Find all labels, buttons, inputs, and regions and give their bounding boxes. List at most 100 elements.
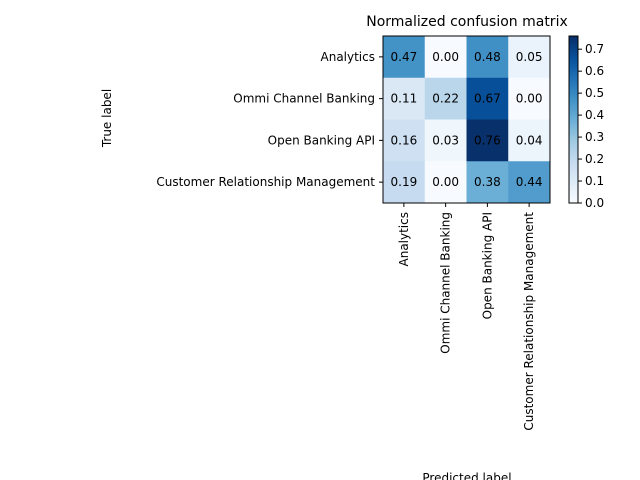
cell-value-label: 0.38 <box>474 175 501 189</box>
colorbar-band <box>569 144 578 148</box>
colorbar-tick-label: 0.4 <box>585 108 604 122</box>
colorbar-band <box>569 100 578 104</box>
heatmap-cell <box>466 77 509 120</box>
heatmap-cell <box>383 77 426 120</box>
colorbar-band <box>569 148 578 152</box>
colorbar-tick-label: 0.0 <box>585 196 604 210</box>
chart-title: Normalized confusion matrix <box>366 14 568 30</box>
heatmap-frame <box>382 35 551 204</box>
colorbar-band <box>569 173 578 177</box>
heatmap-cell <box>383 119 426 162</box>
x-axis-label: Predicted label <box>422 471 511 480</box>
cell-value-label: 0.11 <box>391 92 418 106</box>
cell-value-label: 0.76 <box>474 133 501 147</box>
y-axis-label: True label <box>100 89 114 148</box>
column-tick-label: Open Banking API <box>480 212 494 319</box>
colorbar-band <box>569 61 578 64</box>
colorbar-band <box>569 186 578 189</box>
colorbar-band <box>569 42 578 45</box>
colorbar-band <box>569 165 578 169</box>
heatmap-cell <box>466 119 509 162</box>
colorbar-tick-label: 0.6 <box>585 64 604 78</box>
cell-value-label: 0.22 <box>432 92 459 106</box>
colorbar-band <box>569 54 578 58</box>
colorbar-tick-label: 0.3 <box>585 130 604 144</box>
column-tick-labels: Analytics Ommi Channel Banking Open Bankin… <box>397 203 536 431</box>
colorbar-band <box>569 123 578 127</box>
colorbar-band <box>569 142 578 146</box>
colorbar-band <box>569 146 578 150</box>
heatmap-cell <box>424 77 467 120</box>
colorbar-band <box>569 163 578 167</box>
colorbar-tick-label: 0.7 <box>585 42 604 56</box>
colorbar-band <box>569 111 578 114</box>
colorbar-band <box>569 161 578 164</box>
cell-value-label: 0.48 <box>474 50 501 64</box>
heatmap-cell <box>466 36 509 79</box>
heatmap-cell <box>508 77 551 120</box>
cell-value-label: 0.00 <box>432 175 459 189</box>
colorbar-band <box>569 196 578 200</box>
cell-value-label: 0.00 <box>432 50 459 64</box>
colorbar-band <box>569 84 578 87</box>
colorbar-band <box>569 175 578 179</box>
colorbar-band <box>569 127 578 131</box>
cell-value-label: 0.67 <box>474 92 501 106</box>
cell-value-label: 0.05 <box>516 50 543 64</box>
colorbar-band <box>569 194 578 198</box>
colorbar: 0.0 0.1 0.2 0.3 0.4 0.5 0.6 0.7 <box>568 35 604 210</box>
row-tick-label: Analytics <box>321 50 376 64</box>
cell-value-label: 0.44 <box>516 175 543 189</box>
column-tick-label: Ommi Channel Banking <box>439 212 453 354</box>
heatmap-cell <box>508 161 551 204</box>
colorbar-band <box>569 50 578 54</box>
colorbar-band <box>569 177 578 181</box>
colorbar-band <box>569 113 578 116</box>
cell-value-label: 0.16 <box>391 133 418 147</box>
colorbar-band <box>569 104 578 108</box>
colorbar-band <box>569 58 578 62</box>
colorbar-tick-label: 0.5 <box>585 86 604 100</box>
colorbar-band <box>569 190 578 194</box>
heatmap-cell <box>424 36 467 79</box>
colorbar-band <box>569 125 578 129</box>
heatmap-cell <box>383 36 426 79</box>
colorbar-band <box>569 134 578 137</box>
colorbar-band <box>569 138 578 141</box>
colorbar-band <box>569 140 578 144</box>
colorbar-band <box>569 200 578 204</box>
colorbar-band <box>569 38 578 41</box>
colorbar-band <box>569 96 578 100</box>
colorbar-band <box>569 192 578 196</box>
colorbar-band <box>569 188 578 192</box>
colorbar-band <box>569 94 578 98</box>
colorbar-band <box>569 71 578 75</box>
heatmap-cell <box>424 161 467 204</box>
row-tick-labels: Analytics Ommi Channel Banking Open Bankin… <box>156 50 383 189</box>
colorbar-band <box>569 46 578 50</box>
colorbar-band <box>569 150 578 154</box>
colorbar-band <box>569 106 578 110</box>
colorbar-band <box>569 129 578 133</box>
colorbar-band <box>569 77 578 81</box>
colorbar-band <box>569 198 578 202</box>
colorbar-band <box>569 52 578 56</box>
cell-value-label: 0.03 <box>432 133 459 147</box>
column-tick-label: Analytics <box>397 212 411 267</box>
colorbar-band <box>569 44 578 48</box>
colorbar-frame <box>568 35 579 204</box>
cell-value-label: 0.47 <box>391 50 418 64</box>
colorbar-band <box>569 152 578 156</box>
colorbar-band <box>569 167 578 171</box>
colorbar-band <box>569 154 578 158</box>
colorbar-band <box>569 75 578 79</box>
colorbar-tick-label: 0.1 <box>585 174 604 188</box>
heatmap-cell <box>508 119 551 162</box>
row-tick-label: Ommi Channel Banking <box>233 92 375 106</box>
cell-value-label: 0.00 <box>516 92 543 106</box>
colorbar-band <box>569 98 578 102</box>
colorbar-band <box>569 63 578 66</box>
colorbar-band <box>569 90 578 93</box>
colorbar-band <box>569 81 578 85</box>
colorbar-band <box>569 182 578 185</box>
